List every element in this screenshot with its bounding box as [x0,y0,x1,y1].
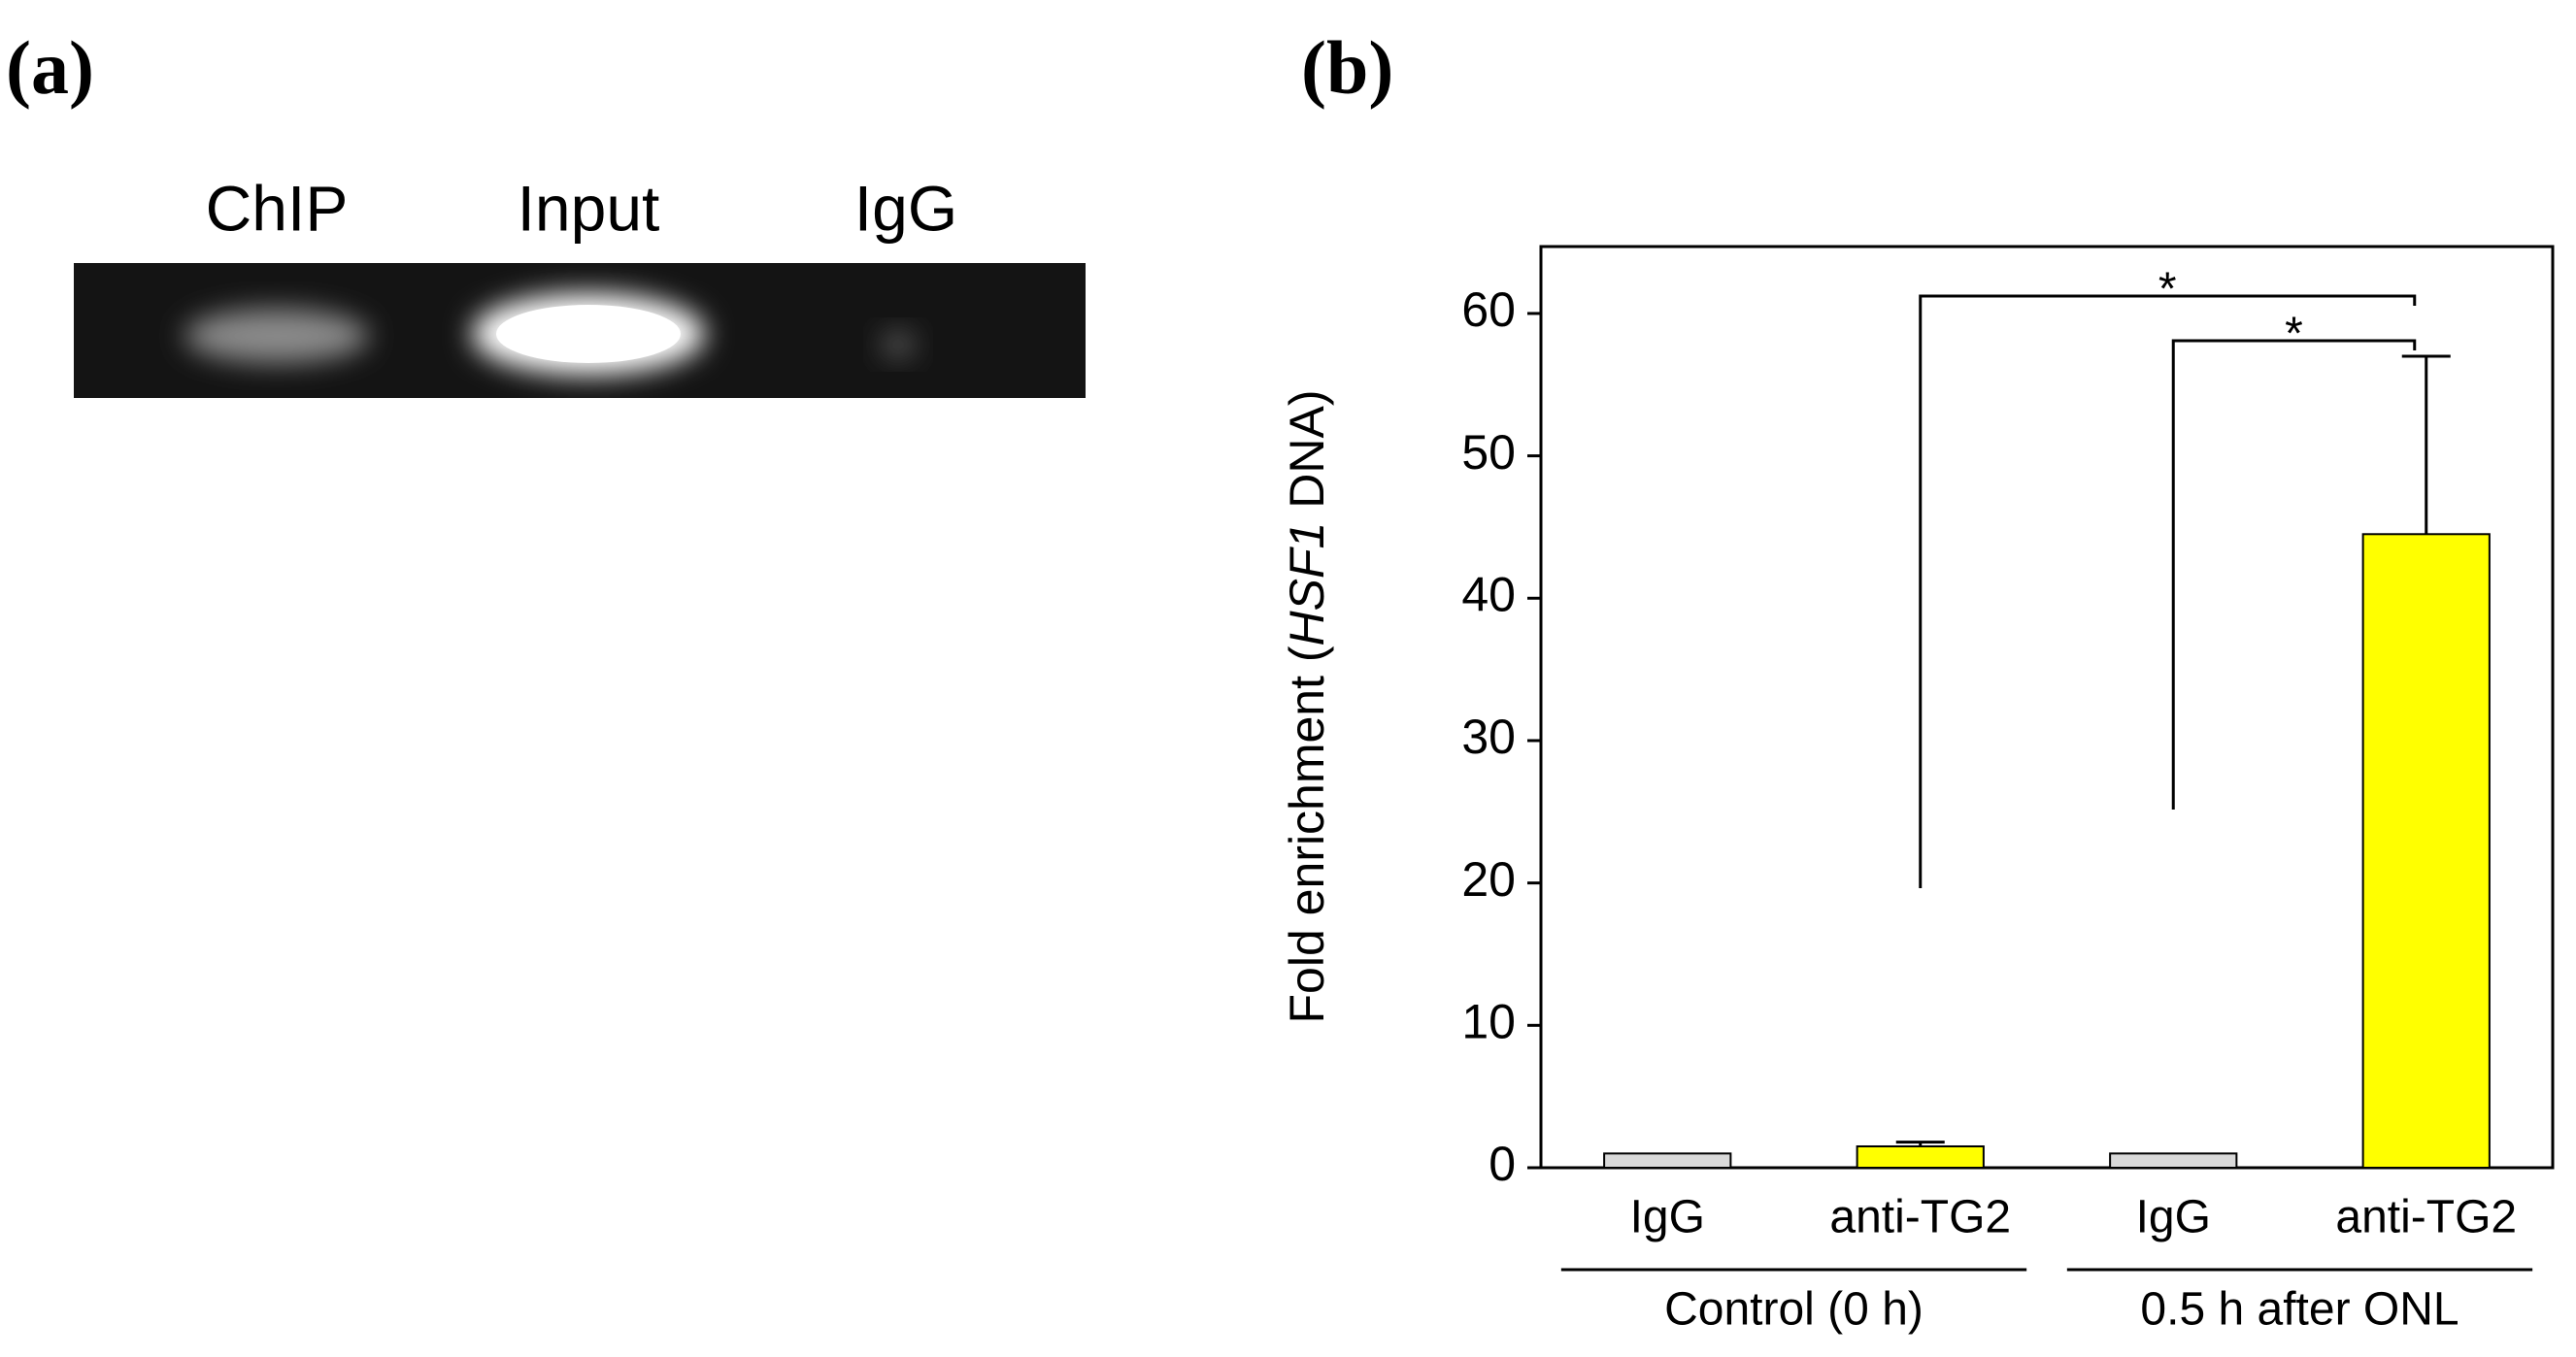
group-label: Control (0 h) [1664,1284,1924,1336]
panel-label: (a) [6,25,94,110]
plot-frame [1539,245,2555,1170]
significance-label: * [2158,264,2177,315]
x-tick-label: IgG [1630,1192,1705,1243]
bar [2109,1152,2238,1169]
y-axis-label-part: HSF1 [1280,522,1334,646]
bar [1603,1152,1732,1169]
y-tick-label: 0 [1489,1137,1516,1191]
x-tick-label: anti-TG2 [2335,1192,2517,1243]
y-tick-label: 60 [1461,282,1516,337]
x-tick-label: anti-TG2 [1829,1192,2011,1243]
y-tick-label: 40 [1461,567,1516,621]
y-tick-label: 30 [1461,710,1516,764]
bar [2361,533,2491,1169]
x-tick-label: IgG [2136,1192,2211,1243]
lane-label: Input [518,172,660,244]
lane-label: ChIP [206,172,349,244]
panel-label: (b) [1301,25,1393,110]
significance-label: * [2285,309,2303,360]
y-axis-label-part: DNA) [1280,390,1334,522]
gel-image [74,263,1086,398]
y-tick-label: 50 [1461,425,1516,480]
y-axis-label: Fold enrichment (HSF1 DNA) [1280,390,1334,1024]
y-axis-label-part: Fold enrichment ( [1280,645,1334,1023]
significance-bracket [2171,339,2417,810]
group-label: 0.5 h after ONL [2140,1284,2459,1336]
lane-label: IgG [854,172,957,244]
significance-bracket [1919,294,2417,888]
bar [1856,1144,1985,1169]
y-tick-label: 20 [1461,852,1516,907]
y-tick-label: 10 [1461,995,1516,1049]
